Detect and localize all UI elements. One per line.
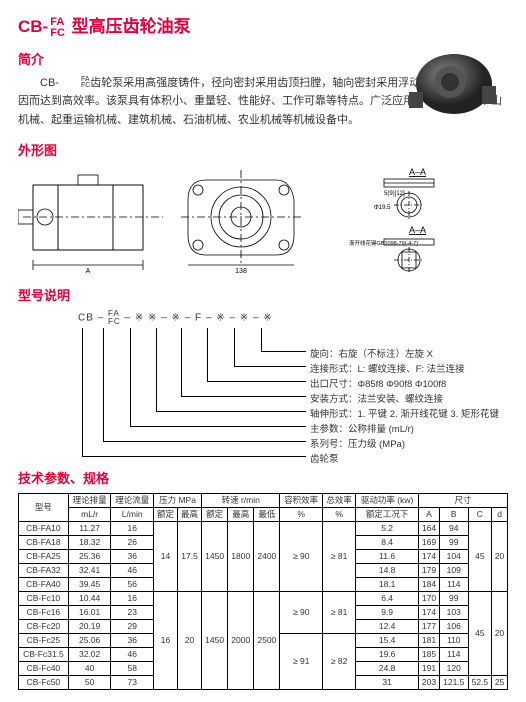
outline-heading: 外形图 — [18, 140, 508, 159]
model-bracket-diagram: 旋向：右旋（不标注）左旋 X 连接形式：L: 螺纹连接、F: 法兰连接 出口尺寸… — [78, 328, 508, 458]
diagram-front-view: 138 — [176, 165, 306, 275]
table-row: CB-FA1011.2716 14 17.5 1450 1800 2400 ≥ … — [19, 521, 508, 535]
svg-text:Φ19.5: Φ19.5 — [374, 205, 391, 211]
model-explanation: CB – FAFC – ※ ※ – ※ – F – ※ – ※ – ※ 旋向：右… — [18, 310, 508, 458]
title-stack: FAFC — [50, 17, 65, 39]
title-suffix: 型高压齿轮油泵 — [67, 17, 191, 36]
svg-text:A–A: A–A — [409, 167, 426, 177]
diagram-side-view: A — [18, 165, 168, 275]
diagram-section-aa: A–A 5(9)[12] Φ19.5 A–A 渐开线花键GB1098-79(-4… — [314, 165, 444, 275]
svg-text:渐开线花键GB1098-79(-4-7): 渐开线花键GB1098-79(-4-7) — [349, 239, 418, 247]
svg-text:A–A: A–A — [409, 225, 426, 235]
page-title: CB-FAFC 型高压齿轮油泵 — [18, 12, 508, 39]
outline-diagrams: A 138 A–A — [18, 165, 508, 275]
svg-text:A: A — [86, 268, 91, 275]
table-header-row: 型号 理论排量 理论流量 压力 MPa 转速 r/min 容积效率 总效率 驱动… — [19, 493, 508, 507]
spec-heading: 技术参数、规格 — [18, 468, 508, 487]
svg-text:5(9)[12]: 5(9)[12] — [384, 191, 405, 197]
table-row: CB-Fc1010.4416 16 20 1450 2000 2500 ≥ 90… — [19, 591, 508, 605]
table-header-row: mL/r L/min 额定 最高 额定 最高 最低 % % 额定工况下 A B … — [19, 507, 508, 521]
spec-table: 型号 理论排量 理论流量 压力 MPa 转速 r/min 容积效率 总效率 驱动… — [18, 493, 508, 691]
model-code-line: CB – FAFC – ※ ※ – ※ – F – ※ – ※ – ※ — [78, 310, 508, 326]
svg-text:138: 138 — [235, 268, 247, 275]
product-photo — [404, 44, 504, 127]
title-prefix: CB- — [18, 17, 48, 36]
model-heading: 型号说明 — [18, 285, 508, 304]
